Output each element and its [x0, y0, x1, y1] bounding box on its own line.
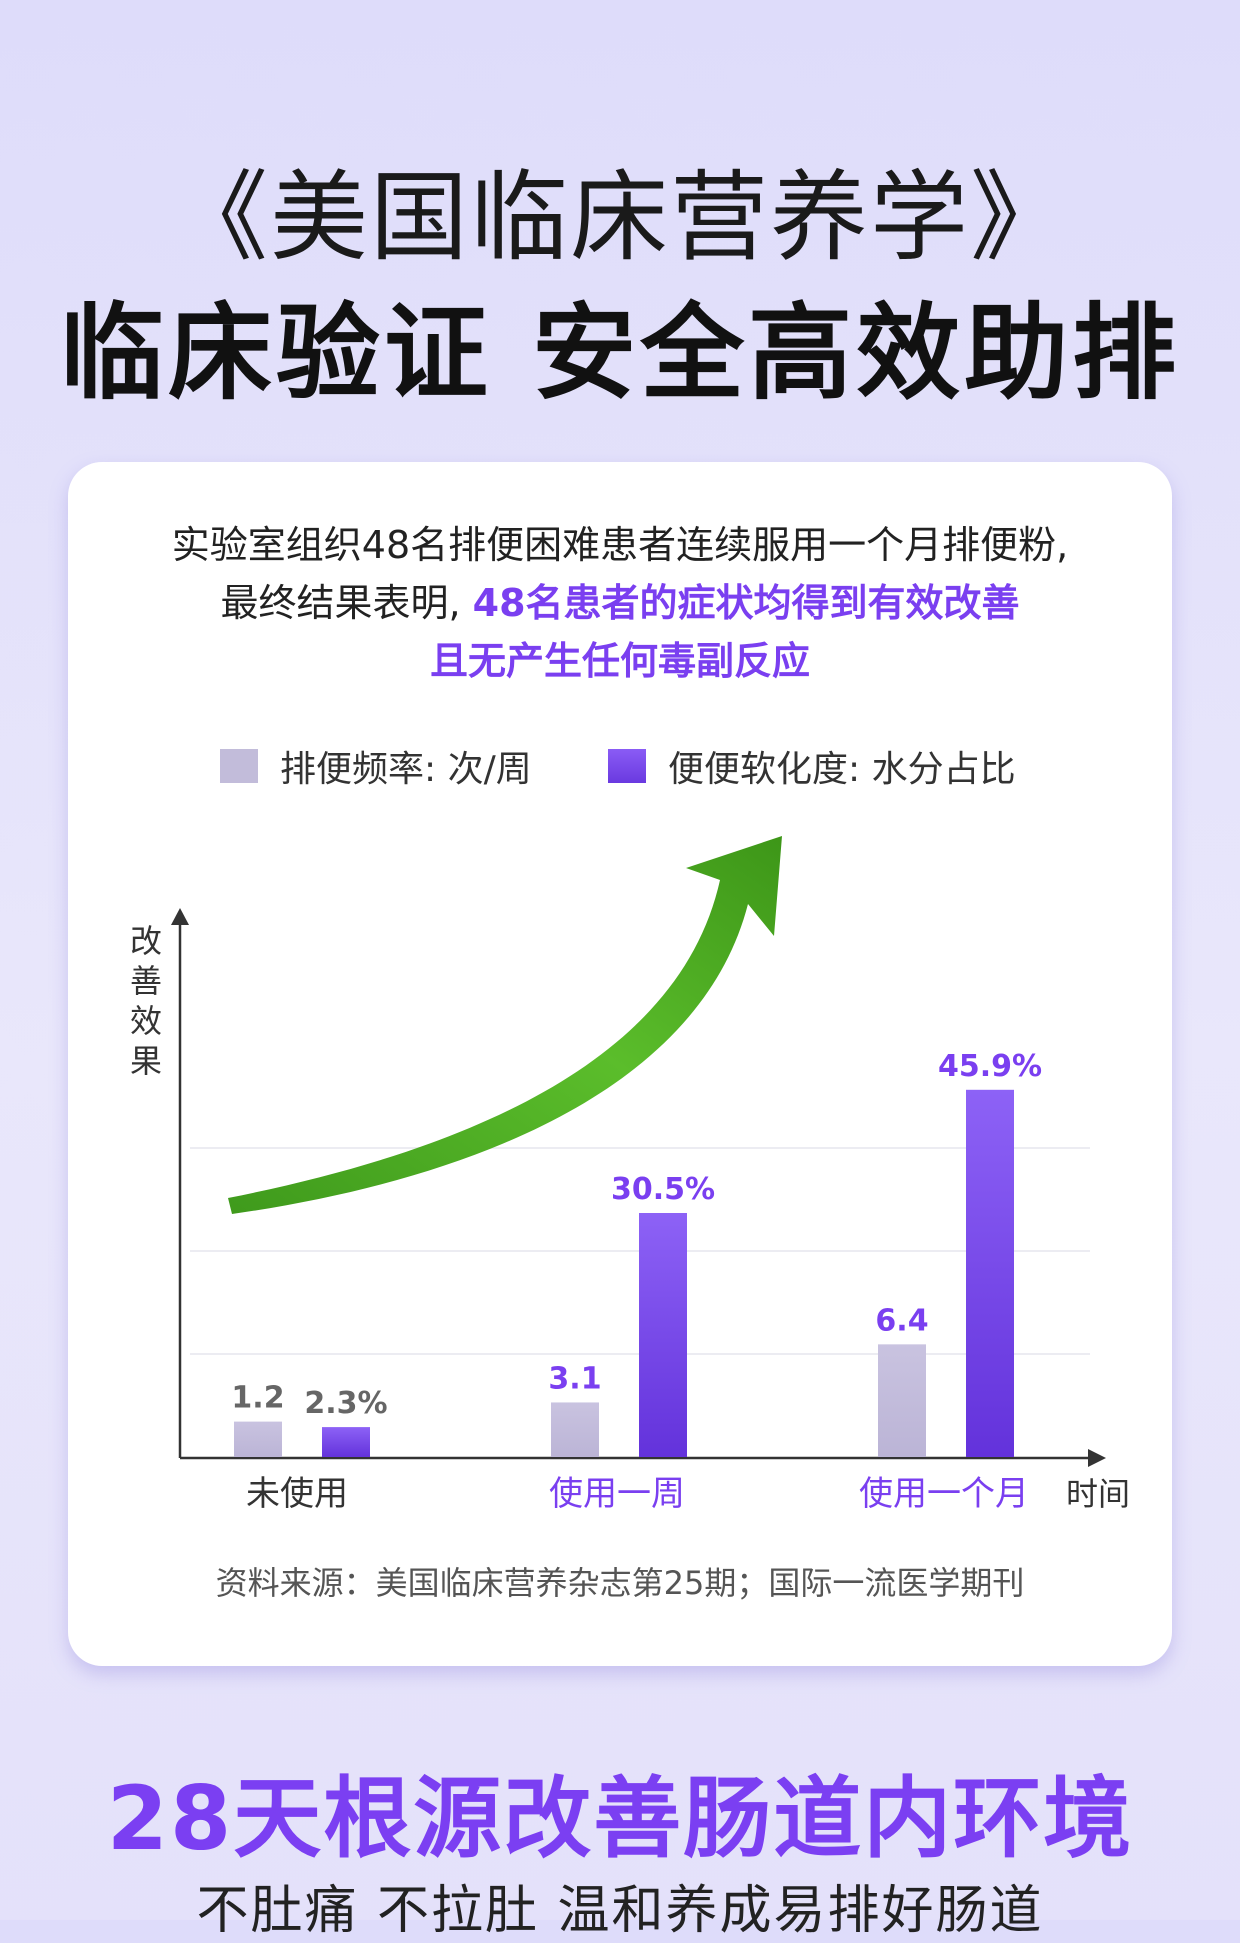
- desc-line2-prefix: 最终结果表明,: [220, 581, 461, 625]
- legend-swatch-frequency: [220, 749, 258, 783]
- bar-value-label: 6.4: [875, 1303, 928, 1338]
- data-source: 资料来源：美国临床营养杂志第25期；国际一流医学期刊: [215, 1564, 1025, 1602]
- legend-item-softness: 便便软化度: 水分占比: [608, 740, 1016, 792]
- bar-value-label: 45.9%: [938, 1049, 1042, 1084]
- x-axis-label: 时间: [1066, 1475, 1130, 1513]
- desc-line2: 最终结果表明, 48名患者的症状均得到有效改善: [0, 574, 1240, 632]
- legend-item-frequency: 排便频率: 次/周: [220, 740, 532, 792]
- title-line2: 临床验证 安全高效助排: [59, 292, 1181, 414]
- bar-softness: [322, 1427, 370, 1457]
- legend-swatch-softness: [608, 749, 646, 783]
- desc-line1: 实验室组织48名排便困难患者连续服用一个月排便粉,: [171, 523, 1069, 567]
- desc-line2-highlight: 48名患者的症状均得到有效改善: [472, 581, 1020, 625]
- bar-softness: [966, 1089, 1014, 1457]
- y-axis-arrowhead: [171, 908, 189, 925]
- bar-frequency: [234, 1421, 282, 1457]
- bar-frequency: [551, 1402, 599, 1457]
- category-label: 使用一个月: [859, 1474, 1029, 1514]
- legend-label-frequency: 排便频率: 次/周: [280, 749, 532, 790]
- bar-value-label: 1.2: [231, 1381, 284, 1416]
- desc-line3: 且无产生任何毒副反应: [429, 639, 810, 683]
- trend-arrow: [228, 836, 782, 1214]
- y-axis-label: 改善效果: [130, 922, 162, 1080]
- bar-frequency: [878, 1344, 926, 1457]
- legend-label-softness: 便便软化度: 水分占比: [668, 749, 1016, 790]
- x-axis-arrowhead: [1088, 1449, 1106, 1467]
- title-line1: 《美国临床营养学》: [169, 161, 1070, 275]
- footer-headline: 28天根源改善肠道内环境: [106, 1767, 1134, 1870]
- category-label: 未使用: [246, 1474, 348, 1514]
- bar-value-label: 30.5%: [611, 1172, 715, 1207]
- bar-value-label: 2.3%: [304, 1386, 387, 1421]
- category-label: 使用一周: [549, 1474, 685, 1514]
- bar-softness: [639, 1213, 687, 1457]
- bar-value-label: 3.1: [548, 1361, 601, 1396]
- footer-subline: 不肚痛 不拉肚 温和养成易排好肠道: [196, 1881, 1044, 1941]
